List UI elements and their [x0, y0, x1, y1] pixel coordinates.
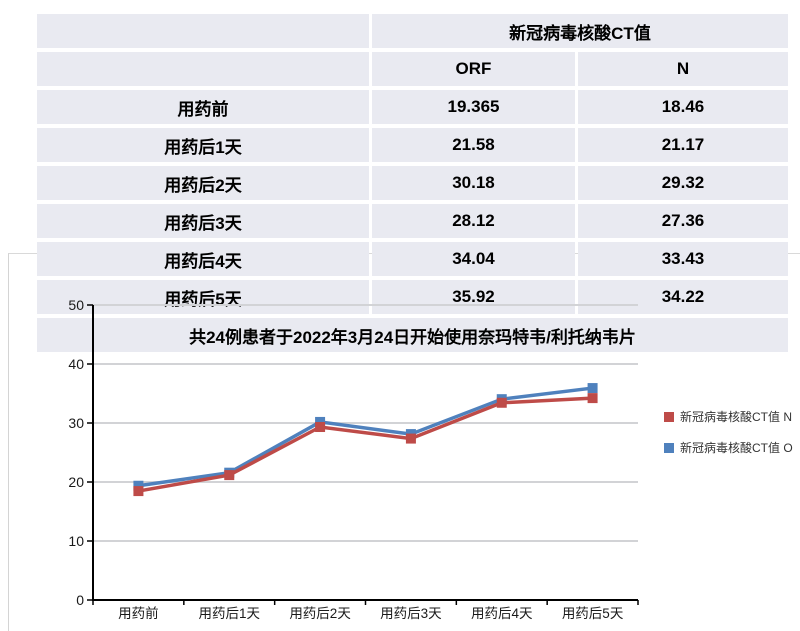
cell-orf: 30.18	[372, 166, 575, 200]
row-label: 用药后1天	[37, 128, 369, 162]
cell-n: 27.36	[578, 204, 788, 238]
table-corner-cell	[37, 14, 369, 48]
ct-table: 新冠病毒核酸CT值 ORF N 用药前 19.365 18.46 用药后1天 2…	[37, 14, 788, 352]
cell-orf: 19.365	[372, 90, 575, 124]
col-header-n: N	[578, 52, 788, 86]
row-label: 用药后2天	[37, 166, 369, 200]
cell-orf: 35.92	[372, 280, 575, 314]
row-label: 用药后4天	[37, 242, 369, 276]
cell-n: 21.17	[578, 128, 788, 162]
cell-orf: 28.12	[372, 204, 575, 238]
row-label: 用药后5天	[37, 280, 369, 314]
cell-n: 18.46	[578, 90, 788, 124]
cell-n: 29.32	[578, 166, 788, 200]
cell-orf: 21.58	[372, 128, 575, 162]
row-label: 用药前	[37, 90, 369, 124]
col-header-orf: ORF	[372, 52, 575, 86]
table-header-group: 新冠病毒核酸CT值	[372, 14, 788, 48]
cell-n: 34.22	[578, 280, 788, 314]
table-note: 共24例患者于2022年3月24日开始使用奈玛特韦/利托纳韦片	[37, 318, 788, 352]
cell-n: 33.43	[578, 242, 788, 276]
row-label: 用药后3天	[37, 204, 369, 238]
table-corner-cell	[37, 52, 369, 86]
cell-orf: 34.04	[372, 242, 575, 276]
